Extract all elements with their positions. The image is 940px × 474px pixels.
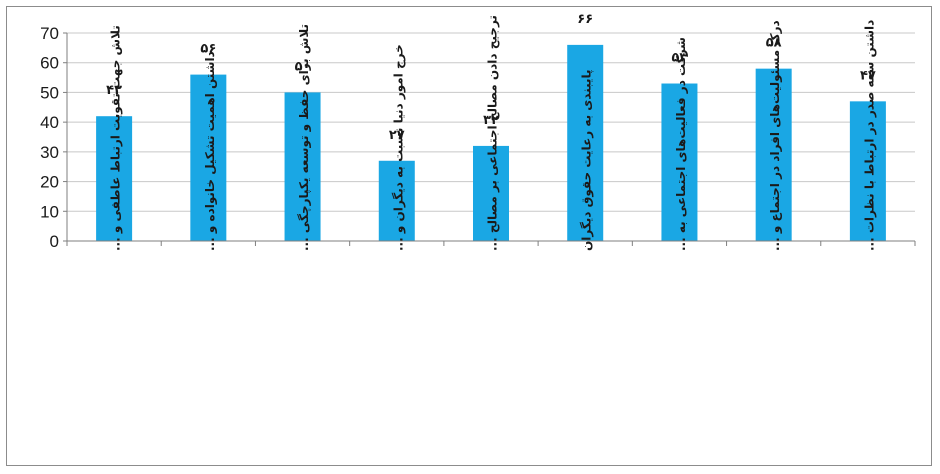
category-labels: تلاش جهت تقویت ارتباط عاطفی و ... داشتن ا… xyxy=(66,15,916,251)
data-label: ۳۲ xyxy=(483,113,499,128)
category-label: ترجیح دادن مصالح اجتماعی بر مصالح ... xyxy=(486,15,500,251)
category-label: داشتن اهمیت تشکیل خانواده و ... xyxy=(203,51,218,251)
category-label: داشتن سعه صدر در ارتباط با نظرات ... xyxy=(862,20,876,251)
category-label: پایبندی به رعایت حقوق دیگران xyxy=(580,69,595,251)
bar xyxy=(567,44,604,242)
category-label: شرکت در فعالیت‌های اجتماعی به ... xyxy=(674,37,688,251)
bar xyxy=(849,101,886,241)
y-tick-label: 50 xyxy=(40,83,59,102)
data-label: ۵۳ xyxy=(672,51,688,66)
bar xyxy=(661,83,698,241)
bar xyxy=(473,145,509,241)
data-label: ۶۶ xyxy=(577,12,593,27)
bar xyxy=(96,116,133,241)
y-tick-label: 70 xyxy=(40,24,59,43)
category-label: درک مسئولیت‌های افراد در اجتماع و ... xyxy=(768,20,783,251)
bar xyxy=(190,74,227,241)
y-tick-label: 40 xyxy=(40,113,59,132)
category-label: خرج امور دنیا نسبت به دیگران و ... xyxy=(391,44,406,251)
y-tick-label: 60 xyxy=(40,54,59,73)
bar-chart: 0 10 20 30 40 50 60 70 ۴۲ ۵۶ ۵۰ ۲۷ ۳۲ ۶۶ ۵۳ ۵۸ ۴۷ تلاش … xyxy=(40,12,916,251)
data-labels: ۴۲ ۵۶ ۵۰ ۲۷ ۳۲ ۶۶ ۵۳ ۵۸ ۴۷ xyxy=(106,12,876,143)
bars xyxy=(96,44,886,242)
data-label: ۲۷ xyxy=(389,128,405,143)
chart-frame: 0 10 20 30 40 50 60 70 ۴۲ ۵۶ ۵۰ ۲۷ ۳۲ ۶۶ ۵۳ ۵۸ ۴۷ تلاش … xyxy=(6,6,932,466)
category-label: تلاش جهت تقویت ارتباط عاطفی و ... xyxy=(109,25,124,251)
y-tick-label: 0 xyxy=(50,232,59,251)
bar xyxy=(755,68,792,242)
y-tick-label: 10 xyxy=(40,202,59,221)
bar xyxy=(284,92,321,241)
data-label: ۵۶ xyxy=(200,42,216,57)
data-label: ۵۰ xyxy=(295,59,311,74)
data-label: ۴۷ xyxy=(860,68,876,83)
data-label: ۵۸ xyxy=(766,36,782,51)
category-label: تلاش برای حفظ و توسعه یکپارچگی ... xyxy=(297,24,312,251)
y-axis-ticks: 0 10 20 30 40 50 60 70 xyxy=(40,24,67,251)
data-label: ۴۲ xyxy=(106,83,122,98)
y-tick-label: 20 xyxy=(40,173,59,192)
bar xyxy=(378,160,415,241)
y-tick-label: 30 xyxy=(40,143,59,162)
